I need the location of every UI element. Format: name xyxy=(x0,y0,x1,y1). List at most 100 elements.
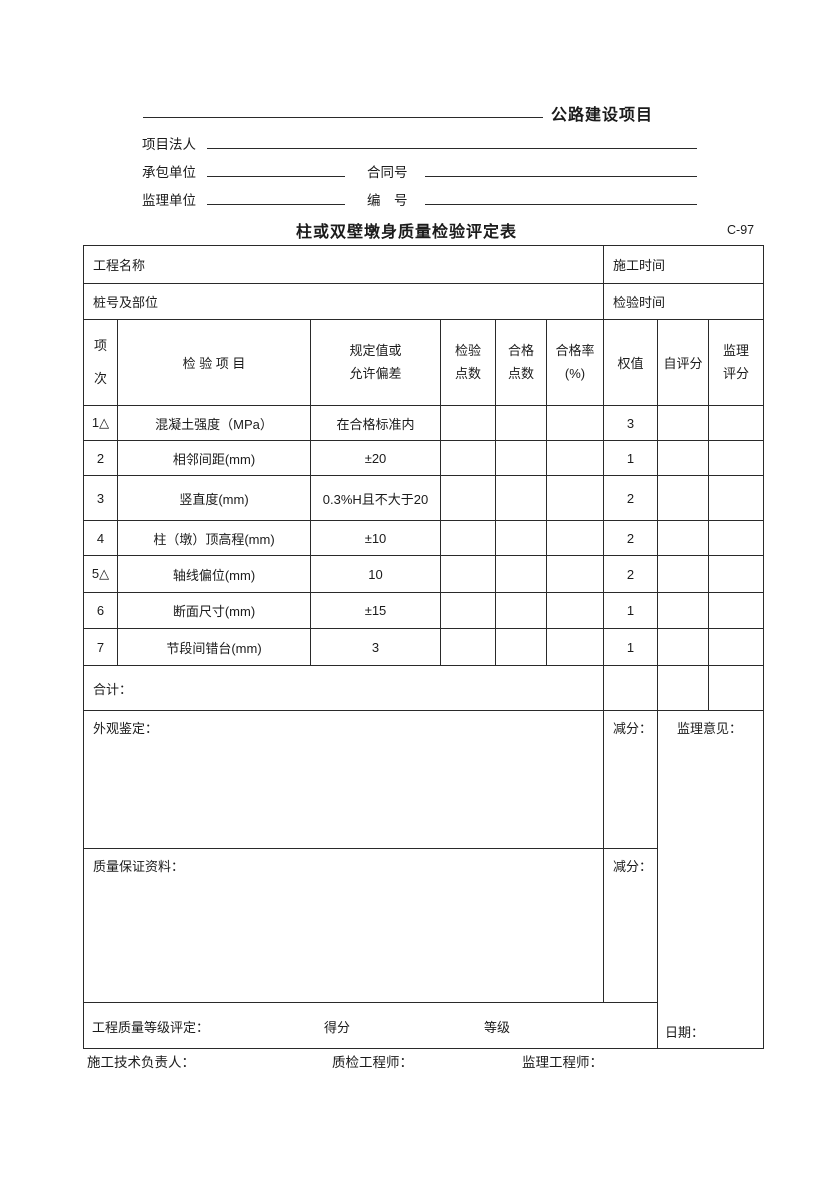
col-header-self-score: 自评分 xyxy=(658,320,709,406)
row1-self-score xyxy=(658,406,709,441)
grade-evaluation-cell: 工程质量等级评定： 得分 等级 xyxy=(84,1003,658,1048)
row6-qualified xyxy=(496,593,547,629)
row1-item: 混凝土强度（MPa） xyxy=(118,406,311,441)
row7-rate xyxy=(547,629,604,666)
blank-line-project-type xyxy=(143,117,543,118)
row1-spec: 在合格标准内 xyxy=(311,406,441,441)
grade-evaluation-label: 工程质量等级评定： xyxy=(92,1020,210,1035)
row2-points xyxy=(441,441,496,476)
row2-supervision-score xyxy=(709,441,763,476)
row1-supervision-score xyxy=(709,406,763,441)
form-title: 柱或双壁墩身质量检验评定表 xyxy=(296,224,518,241)
row5-rate xyxy=(547,556,604,593)
col-header-no: 项 次 xyxy=(84,320,118,406)
row4-qualified xyxy=(496,521,547,556)
row4-supervision-score xyxy=(709,521,763,556)
row3-qualified xyxy=(496,476,547,521)
form-code: C-97 xyxy=(727,223,755,237)
contractor-label: 承包单位 xyxy=(142,165,196,180)
row5-qualified xyxy=(496,556,547,593)
row2-qualified xyxy=(496,441,547,476)
col-header-spec: 规定值或 允许偏差 xyxy=(311,320,441,406)
row5-points xyxy=(441,556,496,593)
row6-spec: ±15 xyxy=(311,593,441,629)
row3-item: 竖直度(mm) xyxy=(118,476,311,521)
row1-points xyxy=(441,406,496,441)
appearance-deduction-cell: 减分： xyxy=(604,711,658,849)
total-self-score-cell xyxy=(658,666,709,711)
col-header-item: 检 验 项 目 xyxy=(118,320,311,406)
row7-points xyxy=(441,629,496,666)
row4-spec: ±10 xyxy=(311,521,441,556)
quality-assurance-cell: 质量保证资料： xyxy=(84,849,604,1003)
inspection-time-cell: 检验时间 xyxy=(604,284,763,320)
row4-points xyxy=(441,521,496,556)
row4-weight: 2 xyxy=(604,521,658,556)
row5-item: 轴线偏位(mm) xyxy=(118,556,311,593)
row5-spec: 10 xyxy=(311,556,441,593)
row2-item: 相邻间距(mm) xyxy=(118,441,311,476)
row1-qualified xyxy=(496,406,547,441)
row2-rate xyxy=(547,441,604,476)
row5-self-score xyxy=(658,556,709,593)
row7-qualified xyxy=(496,629,547,666)
col-header-rate: 合格率 (%) xyxy=(547,320,604,406)
supervision-opinion-label: 监理意见： xyxy=(677,721,743,736)
construction-time-cell: 施工时间 xyxy=(604,246,763,284)
row6-rate xyxy=(547,593,604,629)
row3-self-score xyxy=(658,476,709,521)
row4-item: 柱（墩）顶高程(mm) xyxy=(118,521,311,556)
legal-person-label: 项目法人 xyxy=(142,137,196,152)
appearance-cell: 外观鉴定： xyxy=(84,711,604,849)
row7-weight: 1 xyxy=(604,629,658,666)
row1-rate xyxy=(547,406,604,441)
total-label-cell: 合计： xyxy=(84,666,604,711)
total-weight-cell xyxy=(604,666,658,711)
row7-item: 节段间错台(mm) xyxy=(118,629,311,666)
quality-assurance-deduction-cell: 减分： xyxy=(604,849,658,1003)
col-header-points: 检验 点数 xyxy=(441,320,496,406)
row3-points xyxy=(441,476,496,521)
row1-weight: 3 xyxy=(604,406,658,441)
blank-line-serial-no xyxy=(425,204,697,205)
blank-line-contract-no xyxy=(425,176,697,177)
date-label: 日期： xyxy=(665,1025,705,1040)
project-name-cell: 工程名称 xyxy=(84,246,604,284)
qc-engineer-label: 质检工程师： xyxy=(332,1055,413,1070)
col-header-supervision-score: 监理 评分 xyxy=(709,320,763,406)
blank-line-contractor xyxy=(207,176,345,177)
serial-no-label: 编 号 xyxy=(367,193,408,208)
row7-self-score xyxy=(658,629,709,666)
row7-supervision-score xyxy=(709,629,763,666)
construction-tech-lead-label: 施工技术负责人： xyxy=(87,1055,195,1070)
row1-no: 1△ xyxy=(84,406,118,441)
row6-self-score xyxy=(658,593,709,629)
row4-self-score xyxy=(658,521,709,556)
project-type-label: 公路建设项目 xyxy=(551,107,654,124)
row7-no: 7 xyxy=(84,629,118,666)
row2-spec: ±20 xyxy=(311,441,441,476)
row6-no: 6 xyxy=(84,593,118,629)
contract-no-label: 合同号 xyxy=(367,165,408,180)
col-header-weight: 权值 xyxy=(604,320,658,406)
score-label: 得分 xyxy=(324,1020,351,1035)
col-header-qualified: 合格 点数 xyxy=(496,320,547,406)
row6-weight: 1 xyxy=(604,593,658,629)
row2-weight: 1 xyxy=(604,441,658,476)
supervisor-unit-label: 监理单位 xyxy=(142,193,196,208)
grade-label: 等级 xyxy=(484,1020,511,1035)
supervision-opinion-cell: 监理意见： 日期： xyxy=(658,711,763,1048)
inspection-table: 工程名称 施工时间 桩号及部位 检验时间 项 次 检 验 项 目 规定值或 允许… xyxy=(83,245,764,1049)
row4-no: 4 xyxy=(84,521,118,556)
stake-location-cell: 桩号及部位 xyxy=(84,284,604,320)
row4-rate xyxy=(547,521,604,556)
row3-spec: 0.3%H且不大于20 xyxy=(311,476,441,521)
row6-points xyxy=(441,593,496,629)
row3-weight: 2 xyxy=(604,476,658,521)
total-supervision-score-cell xyxy=(709,666,763,711)
row5-weight: 2 xyxy=(604,556,658,593)
row3-no: 3 xyxy=(84,476,118,521)
row2-self-score xyxy=(658,441,709,476)
row3-rate xyxy=(547,476,604,521)
